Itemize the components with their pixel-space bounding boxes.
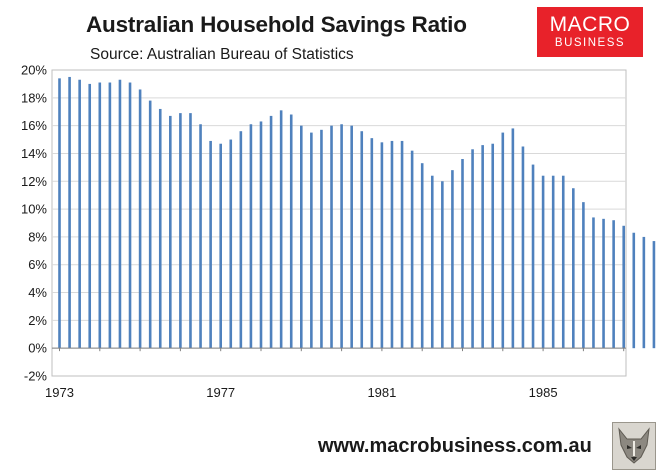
y-tick-label: 14% [21,146,47,161]
macro-business-logo: MACRO BUSINESS [537,7,643,57]
bar [118,79,122,349]
bar [652,241,656,349]
bar [58,78,61,349]
y-tick-label: 4% [28,285,47,300]
y-tick-label: 18% [21,90,47,105]
y-tick-label: 0% [28,341,47,356]
bar [430,175,434,349]
y-tick-label: 8% [28,229,47,244]
y-tick-label: 6% [28,257,47,272]
bar [189,113,192,349]
bar [239,131,243,349]
x-tick-label: 1973 [45,385,74,400]
chart-title: Australian Household Savings Ratio [86,12,467,37]
bar [612,220,615,349]
bar [310,132,313,349]
logo-line-1: MACRO [549,13,631,36]
y-tick-label: -2% [24,369,48,384]
bar [169,115,172,349]
x-tick-label: 1977 [206,385,235,400]
y-tick-label: 10% [21,202,47,217]
x-tick-label: 1981 [367,385,396,400]
bar [78,79,81,349]
bar [572,188,575,349]
bar [320,129,323,349]
plot-area [51,69,627,377]
bar [340,124,343,349]
bar [622,225,625,349]
bar [259,121,263,349]
fox-head-icon [612,422,656,470]
bar [501,132,505,349]
bar [491,143,495,349]
bar [370,138,374,349]
bar [68,76,71,349]
bar [541,175,545,349]
bar [531,164,535,349]
bar [179,113,182,349]
bar [88,83,92,349]
y-tick-label: 2% [28,313,47,328]
y-tick-label: 20% [21,63,47,78]
bar [279,110,283,349]
bar [441,181,444,349]
bar [582,202,585,349]
bar [219,143,222,349]
bar [390,140,394,349]
bar [108,82,112,349]
bar [521,146,525,349]
bar [350,125,353,349]
bar [602,218,605,349]
bar [330,125,333,349]
bar [642,236,646,349]
bar [158,108,162,349]
bar [420,163,424,349]
bar [400,140,404,349]
bar [410,150,414,349]
footer-url: www.macrobusiness.com.au [318,435,592,457]
bar [249,124,253,349]
bar [551,175,555,349]
bar [632,232,636,349]
bar [592,217,595,349]
bar [561,175,565,349]
bar [461,159,464,349]
y-tick-label: 12% [21,174,47,189]
chart-subtitle: Source: Australian Bureau of Statistics [90,46,354,63]
bar [199,124,202,349]
y-tick-label: 16% [21,118,47,133]
bar [269,115,273,349]
bar [481,145,484,349]
bar [138,89,142,349]
bar [300,125,303,349]
bar [511,128,515,349]
bar [451,170,454,349]
logo-line-2: BUSINESS [554,37,626,49]
x-tick-label: 1985 [529,385,558,400]
bar [471,149,474,349]
bar [289,114,293,349]
bar [380,142,384,349]
bar [148,100,152,349]
bar [209,140,212,349]
bar [98,82,102,349]
bar [128,82,132,349]
bar [360,131,364,349]
bar [229,139,233,349]
